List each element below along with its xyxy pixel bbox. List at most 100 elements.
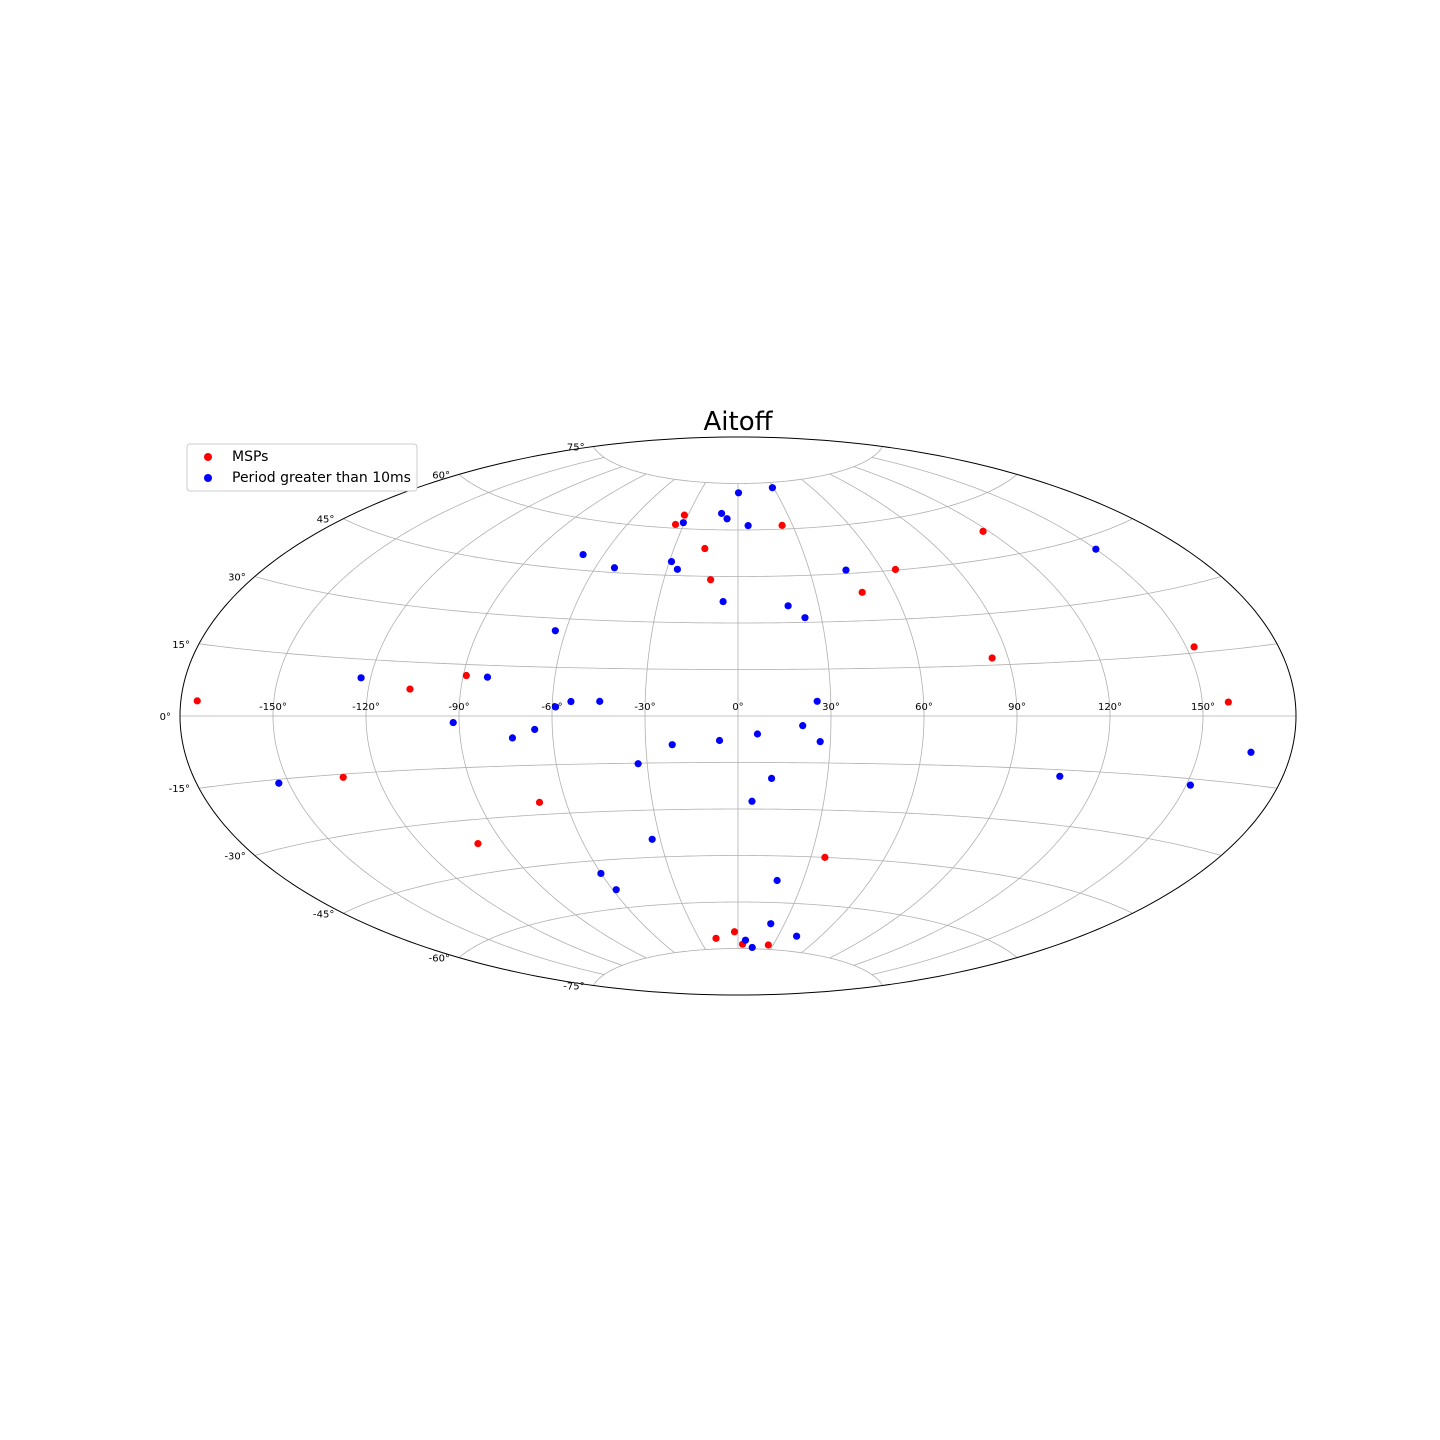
parallel-line [198, 762, 1278, 789]
slow-pulsar-point [813, 697, 821, 705]
longitude-tick-label: -30° [634, 702, 655, 713]
slow-pulsar-point [551, 627, 559, 635]
msp-point [778, 521, 786, 529]
longitude-tick-label: -60° [541, 702, 562, 713]
slow-pulsar-point [612, 886, 620, 894]
parallel-line [593, 446, 883, 484]
slow-pulsar-point [718, 509, 726, 518]
slow-pulsar-point [1186, 781, 1194, 789]
slow-pulsar-point [816, 738, 824, 746]
parallel-line [343, 855, 1133, 914]
chart-title: Aitoff [703, 407, 773, 437]
parallel-line [343, 518, 1133, 577]
legend-marker-period [204, 474, 212, 482]
parallel-line [593, 948, 883, 986]
longitude-tick-label: -150° [259, 702, 287, 713]
longitude-tick-label: 30° [822, 702, 840, 713]
msp-point [1224, 698, 1232, 706]
parallel-line [254, 808, 1222, 856]
msp-point [707, 576, 715, 584]
longitude-tick-label: 60° [915, 702, 933, 713]
msp-point [988, 654, 996, 662]
legend-box [186, 443, 418, 492]
slow-pulsar-point [748, 943, 756, 952]
msp-point [535, 798, 544, 806]
latitude-tick-label: 0° [160, 712, 171, 723]
latitude-tick-label: -30° [224, 852, 245, 863]
msp-point [730, 928, 739, 936]
slow-pulsar-point [1247, 748, 1255, 756]
slow-pulsar-point [357, 674, 365, 682]
longitude-tick-label: 120° [1098, 702, 1122, 713]
slow-pulsar-point [784, 602, 792, 610]
slow-pulsar-point [579, 550, 587, 559]
msp-point [858, 588, 866, 596]
msp-point [712, 934, 720, 942]
slow-pulsar-point [449, 718, 457, 727]
msp-point [193, 697, 201, 705]
msp-point [764, 941, 772, 949]
msp-point [474, 840, 482, 848]
latitude-tick-labels: 75° 60° 45° 30° 15° 0° -15° -30° -45° -60° -75° [160, 443, 585, 993]
slow-pulsar-point [275, 779, 283, 787]
slow-pulsar-point [767, 774, 776, 783]
slow-pulsar-point [748, 797, 756, 805]
slow-pulsar-point [801, 614, 809, 622]
plot-frame [179, 436, 1297, 996]
longitude-tick-label: 150° [1191, 702, 1215, 713]
data-points [193, 484, 1255, 952]
slow-pulsar-point [668, 741, 676, 749]
longitude-tick-label: -120° [352, 702, 380, 713]
parallel-line [458, 901, 1018, 958]
slow-pulsar-point [1056, 772, 1064, 780]
slow-pulsar-point [531, 725, 539, 734]
slow-pulsar-point [679, 519, 687, 527]
slow-pulsar-point [634, 760, 642, 768]
latitude-tick-label: 30° [228, 573, 246, 584]
slow-pulsar-point [767, 920, 775, 928]
slow-pulsar-point [741, 936, 750, 944]
msp-point [1190, 643, 1198, 651]
slow-pulsar-point [610, 564, 619, 572]
slow-pulsar-point [719, 597, 727, 606]
msp-point [891, 565, 900, 574]
parallel-line [254, 576, 1222, 624]
latitude-tick-label: 60° [432, 470, 450, 481]
slow-pulsar-point [715, 736, 724, 745]
longitude-tick-label: 90° [1008, 702, 1026, 713]
slow-pulsar-point [723, 515, 731, 523]
slow-pulsar-point [753, 730, 762, 738]
slow-pulsar-point [597, 869, 605, 878]
legend: MSPs Period greater than 10ms [186, 443, 418, 492]
latitude-tick-label: 15° [172, 640, 190, 651]
msp-point [462, 671, 470, 680]
longitude-tick-labels: -150° -120° -90° -60° -30° 0° 30° 60° 90° 120° 150… [259, 702, 1215, 713]
msp-point [339, 773, 347, 781]
slow-pulsar-point [673, 565, 681, 573]
slow-pulsar-point [551, 703, 560, 711]
slow-pulsar-point [1092, 545, 1100, 553]
graticule-grid [180, 446, 1296, 986]
latitude-tick-label: -15° [169, 784, 190, 795]
slow-pulsar-point [567, 697, 575, 706]
latitude-tick-label: 45° [317, 515, 335, 526]
legend-label-msps: MSPs [232, 449, 268, 465]
slow-pulsar-point [744, 522, 752, 530]
slow-pulsar-point [596, 697, 604, 705]
msp-point [701, 544, 709, 553]
slow-pulsar-point [667, 557, 676, 566]
msp-point [680, 511, 688, 519]
legend-label-period: Period greater than 10ms [232, 470, 411, 486]
slow-pulsar-point [648, 835, 656, 843]
msp-point [406, 685, 414, 693]
slow-pulsar-point [842, 566, 850, 574]
msp-point [671, 520, 680, 529]
slow-pulsar-point [799, 722, 807, 730]
parallel-line [458, 474, 1018, 531]
slow-pulsar-point [793, 932, 801, 940]
msp-point [979, 527, 987, 535]
longitude-tick-label: 0° [732, 702, 743, 713]
slow-pulsar-point [508, 734, 517, 742]
slow-pulsar-point [768, 484, 777, 492]
